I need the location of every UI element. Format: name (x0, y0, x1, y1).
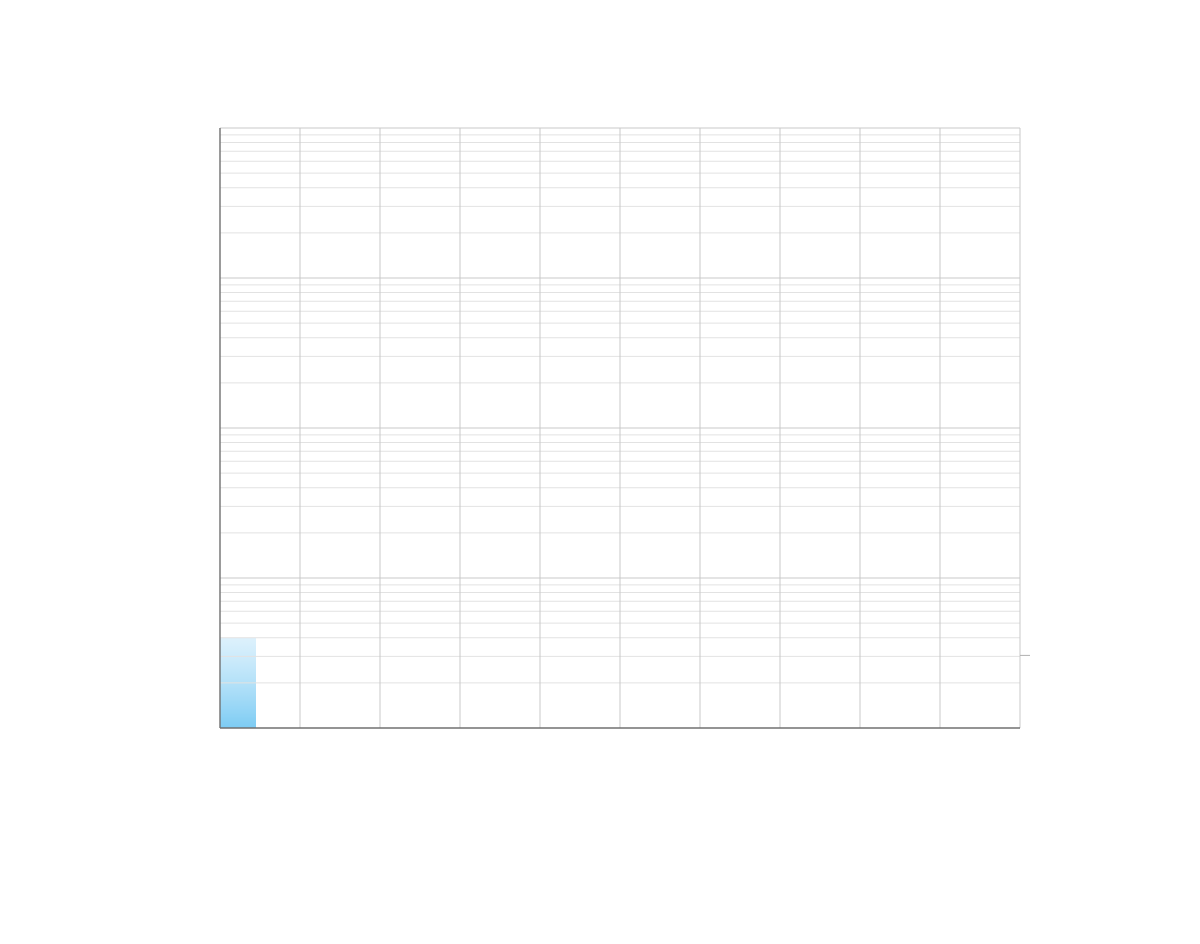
altitude-chart (0, 0, 1200, 944)
